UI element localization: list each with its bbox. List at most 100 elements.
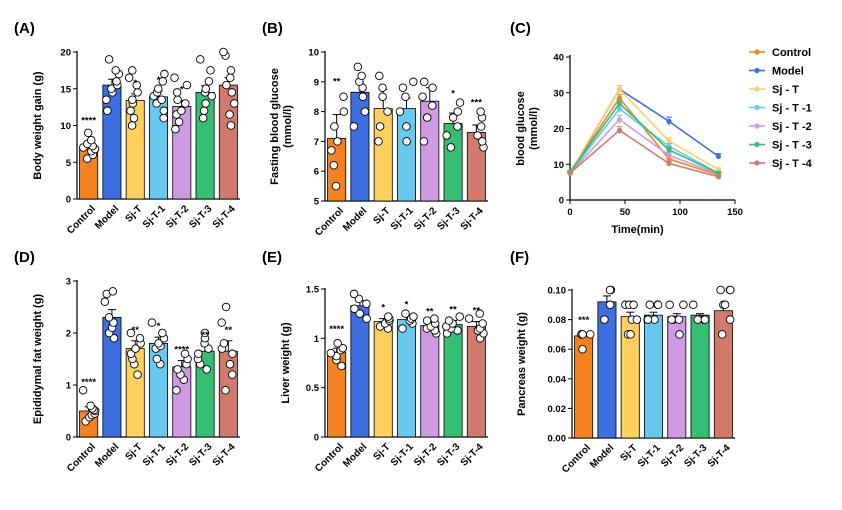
data-point [693,315,703,324]
y-tick-label: 3 [66,277,71,288]
significance-label: **** [174,345,189,356]
x-tick-label: 50 [620,207,631,218]
data-point [349,289,359,299]
data-point [430,314,439,323]
data-point [226,66,236,75]
bar [420,325,440,438]
data-point [478,319,487,328]
data-point [419,137,429,146]
y-tick-label: 0.06 [548,345,567,356]
y-axis-title: Body weight gain (g) [32,71,44,179]
y-tick-label: 0.10 [548,286,567,297]
data-point [402,137,411,146]
y-tick-label: 20 [553,124,564,135]
data-point [181,99,190,108]
data-point [83,128,93,138]
data-point [339,92,348,101]
data-point [159,113,168,123]
panel-label: (A) [14,20,35,37]
legend-label: Sj - T -4 [772,158,813,170]
significance-label: ** [225,325,233,336]
significance-label: * [157,75,161,86]
data-point [666,147,672,153]
data-point [182,80,192,90]
significance-label: ** [201,330,209,341]
y-tick-label: 10 [553,160,564,171]
data-point [667,315,676,324]
x-tick-label: 0 [567,207,572,218]
bar [466,326,486,438]
data-point [133,370,142,379]
category-label: Sj-T-4 [706,442,733,469]
bar [373,108,393,202]
data-point [679,300,688,310]
data-point [717,330,727,339]
x-tick-label: 100 [672,207,688,218]
data-point [173,365,182,374]
category-label: Sj-T-2 [164,203,191,230]
legend-swatch-dot [754,160,760,166]
y-tick-label: 9 [314,77,319,88]
y-tick-label: 40 [553,53,564,64]
panel-B: (B) 5 6 7 8 9 10 Fasting blood glucose(mmol/l) *… [262,20,488,238]
data-point [446,143,456,152]
data-point [374,137,383,146]
data-point [666,160,672,167]
y-tick-label: 6 [314,167,319,178]
data-point [475,309,484,318]
data-point [428,101,437,110]
y-axis-title-line: blood glucose [515,91,527,166]
data-point [358,92,368,101]
category-label: Model [93,203,121,231]
data-point [86,401,95,411]
data-point [199,106,209,116]
category-label: Model [93,441,121,469]
data-point [174,117,184,127]
data-point [160,69,169,79]
y-tick-label: 0 [66,195,71,206]
data-point [629,300,638,310]
category-label: Model [341,441,369,469]
significance-label: * [381,303,385,314]
data-point [221,385,230,395]
data-point [128,66,137,75]
data-point [605,285,615,295]
series-line [569,87,719,173]
data-point [111,66,120,75]
data-point [362,299,371,309]
bar [373,321,393,438]
category-label: Sj-T-4 [459,441,486,468]
y-tick-label: 0 [66,433,71,444]
data-point [158,328,167,338]
data-point [422,316,432,325]
data-point [180,349,190,359]
data-point [225,73,235,82]
data-point [196,55,205,64]
data-point [217,318,226,327]
legend-label: Model [772,66,804,78]
data-point [375,71,384,81]
data-point [442,131,451,140]
panel-A: (A) 0 5 10 15 20 Body weight gain (g) **** Contr… [14,20,240,236]
x-axis-title: Time(min) [611,224,664,236]
category-label: Control [313,205,346,238]
data-point [108,287,118,296]
data-point [200,328,210,338]
category-label: Model [341,205,369,233]
data-point [128,95,137,105]
data-point [337,361,346,371]
data-point [349,122,359,131]
category-label: Control [313,441,346,474]
data-point [378,92,387,101]
legend-swatch-dot [754,141,760,148]
category-label: Sj-T-4 [211,441,238,468]
significance-label: ** [473,306,481,317]
category-label: Sj-T-4 [211,203,238,230]
data-point [384,312,393,321]
data-point [616,86,623,92]
data-point [207,91,217,101]
data-point [357,71,366,81]
data-point [228,349,237,359]
